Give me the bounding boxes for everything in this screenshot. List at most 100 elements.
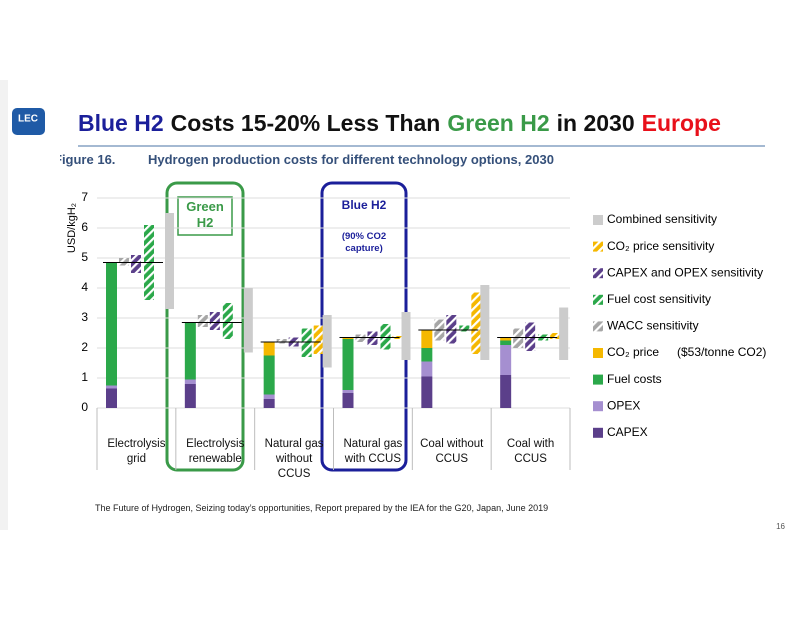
logo: LEC: [18, 114, 38, 125]
sensitivity-range: [471, 292, 482, 354]
x-tick-label: Electrolysis grid: [107, 438, 166, 465]
blue-label: Blue H2: [341, 198, 387, 212]
stack-segment: [263, 394, 275, 399]
y-tick-label: 0: [81, 400, 88, 414]
title-part: in 2030: [556, 110, 635, 136]
sensitivity-range: [380, 324, 391, 350]
co2-price-note: ($53/tonne CO2): [677, 345, 766, 359]
title-part: Blue H2: [78, 110, 164, 136]
sensitivity-range: [197, 315, 208, 327]
legend-swatch: [593, 401, 603, 412]
stack-segment: [263, 355, 275, 395]
y-tick-label: 5: [81, 250, 88, 264]
stack-segment: [263, 399, 275, 408]
sensitivity-range: [209, 312, 220, 330]
source: The Future of Hydrogen, Seizing today’s …: [95, 503, 549, 513]
legend-swatch: [593, 215, 603, 225]
y-tick-label: 1: [81, 370, 88, 384]
legend-label: Fuel cost sensitivity: [607, 292, 711, 306]
title: Blue H2 Costs 15-20% Less Than Green H2 in …: [78, 110, 728, 137]
legend-label: Fuel costs: [607, 372, 662, 386]
x-tick-label: Coal without CCUS: [420, 438, 484, 465]
legend-swatch: [593, 321, 603, 332]
stack-segment: [184, 322, 196, 380]
sensitivity-range: [301, 328, 312, 357]
legend-label: CO₂ price sensitivity: [607, 239, 714, 253]
x-tick-label: Electrolysis renewable: [186, 438, 245, 465]
page-number: 16: [776, 522, 785, 531]
stack-segment: [500, 340, 512, 345]
sensitivity-range: [355, 334, 366, 342]
stack-segment: [500, 337, 512, 341]
sensitivity-range: [525, 322, 536, 351]
y-tick-label: 4: [81, 280, 88, 294]
legend-label: OPEX: [607, 398, 640, 412]
stack-segment: [421, 361, 433, 377]
legend-swatch: [593, 268, 603, 279]
x-tick-label: Coal with CCUS: [506, 438, 555, 465]
legend-swatch: [593, 427, 603, 438]
sensitivity-range: [513, 328, 524, 348]
stack-segment: [184, 384, 196, 408]
legend-label: Combined sensitivity: [607, 212, 717, 226]
blue-box: [320, 181, 408, 472]
sensitivity-range: [550, 333, 561, 339]
blue-note: (90% CO2 capture): [341, 231, 387, 254]
sensitivity-range: [131, 255, 141, 273]
sensitivity-range: [459, 325, 470, 332]
legend-label: CAPEX and OPEX sensitivity: [607, 265, 763, 279]
stack-segment: [342, 339, 354, 390]
y-tick-label: 3: [81, 310, 88, 324]
stack-segment: [500, 345, 512, 375]
sensitivity-range: [119, 258, 129, 266]
side-strip: [0, 80, 8, 530]
y-axis-label: USD/kgH₂: [66, 203, 78, 253]
y-tick-label: 7: [81, 190, 88, 204]
legend-swatch: [593, 241, 603, 252]
stack-segment: [500, 375, 512, 408]
y-tick-label: 6: [81, 220, 88, 234]
stack-segment: [421, 348, 433, 362]
sensitivity-range: [367, 331, 378, 345]
green-label: Green H2: [186, 199, 224, 230]
legend-label: CAPEX: [607, 425, 648, 439]
sensitivity-range: [313, 325, 324, 354]
sensitivity-range: [165, 213, 174, 309]
stack-segment: [342, 393, 354, 408]
sensitivity-range: [480, 285, 490, 360]
y-tick-label: 2: [81, 340, 88, 354]
title-part: Costs 15-20% Less Than: [170, 110, 441, 136]
figure-title: Hydrogen production costs for different …: [148, 152, 554, 167]
sensitivity-range: [401, 312, 411, 360]
stack-segment: [263, 342, 275, 356]
x-tick-label: Natural gas with CCUS: [343, 438, 403, 465]
title-part: Green H2: [447, 110, 550, 136]
stack-segment: [342, 337, 354, 339]
x-tick-label: Natural gas without CCUS: [264, 438, 324, 480]
sensitivity-range: [276, 339, 287, 344]
stack-segment: [421, 376, 433, 408]
legend-label: CO₂ price: [607, 345, 659, 359]
sensitivity-range: [243, 288, 253, 353]
sensitivity-range: [222, 303, 233, 339]
legend-label: WACC sensitivity: [607, 319, 699, 333]
stack-segment: [106, 262, 117, 386]
sensitivity-range: [559, 307, 569, 360]
logo-box: [12, 108, 45, 135]
stack-segment: [421, 330, 433, 348]
figure-label: Figure 16.: [60, 152, 116, 167]
sensitivity-range: [446, 315, 457, 344]
stack-segment: [342, 390, 354, 393]
sensitivity-range: [322, 315, 332, 368]
legend-swatch: [593, 294, 603, 305]
green-box: [165, 181, 245, 472]
stack-segment: [184, 379, 196, 384]
stack-segment: [106, 385, 117, 389]
green-label-box: [177, 196, 233, 236]
legend-swatch: [593, 374, 603, 385]
title-part: Europe: [641, 110, 721, 136]
legend-swatch: [593, 348, 603, 358]
figure-caption: Figure 16. Hydrogen production costs for…: [60, 152, 660, 172]
